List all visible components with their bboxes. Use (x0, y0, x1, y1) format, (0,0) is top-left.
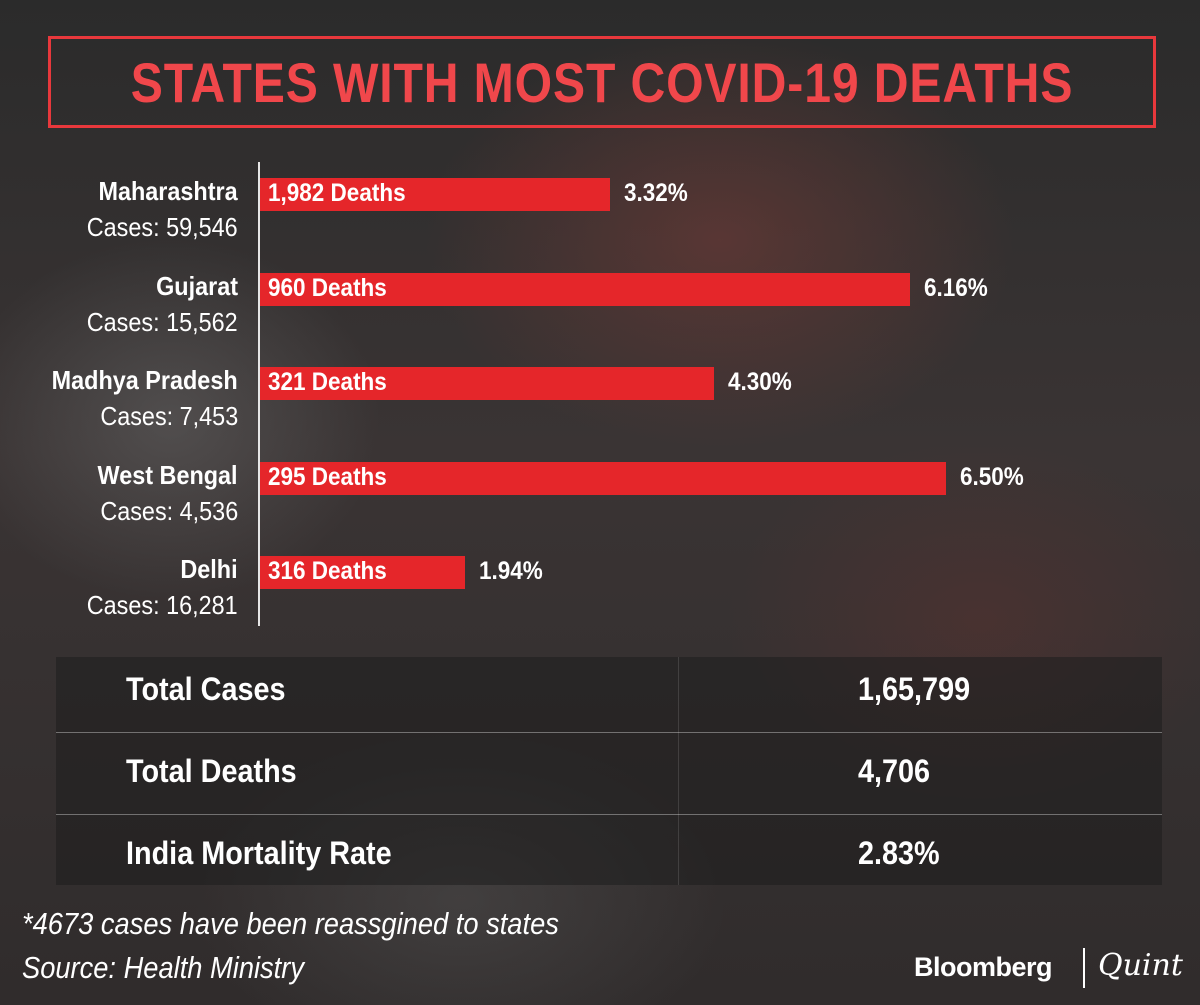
value-label: 1.94% (479, 557, 543, 585)
summary-row: India Mortality Rate 2.83% (56, 815, 1162, 885)
category-label: Madhya Pradesh (52, 365, 238, 395)
bar (260, 461, 946, 495)
chart-row: West Bengal Cases: 4,536 295 Deaths 6.50… (0, 456, 1200, 546)
category-label: West Bengal (97, 459, 238, 490)
bar-deaths-label: 295 Deaths (268, 462, 387, 491)
summary-row: Total Cases 1,65,799 (56, 657, 1162, 733)
summary-label: Total Cases (126, 671, 286, 707)
y-axis-line (258, 162, 260, 626)
value-label: 3.32% (624, 179, 688, 207)
summary-label: Total Deaths (126, 753, 297, 789)
cases-label: Cases: 59,546 (87, 212, 238, 242)
category-label: Delhi (180, 554, 238, 584)
summary-value: 4,706 (858, 753, 931, 789)
cases-label: Cases: 16,281 (87, 590, 238, 620)
table-column-divider (678, 657, 679, 885)
value-label: 6.50% (960, 462, 1024, 491)
value-label: 4.30% (728, 368, 792, 396)
logo-separator (1083, 948, 1085, 988)
chart-row: Delhi Cases: 16,281 316 Deaths 1.94% (0, 550, 1200, 640)
quint-logo: Quint (1098, 948, 1183, 983)
bar (260, 272, 910, 306)
title-box: STATES WITH MOST COVID-19 DEATHS (48, 36, 1156, 128)
summary-label: India Mortality Rate (126, 835, 392, 871)
bar-deaths-label: 316 Deaths (268, 557, 387, 585)
summary-table (56, 657, 1162, 885)
summary-row: Total Deaths 4,706 (56, 733, 1162, 815)
cases-label: Cases: 15,562 (87, 306, 238, 337)
bar (260, 367, 714, 400)
summary-value: 1,65,799 (858, 671, 971, 707)
bar-deaths-label: 1,982 Deaths (268, 179, 406, 207)
chart-row: Maharashtra Cases: 59,546 1,982 Deaths 3… (0, 172, 1200, 262)
category-label: Maharashtra (98, 176, 238, 206)
chart-row: Gujarat Cases: 15,562 960 Deaths 6.16% (0, 267, 1200, 357)
category-label: Gujarat (156, 270, 238, 301)
cases-label: Cases: 4,536 (100, 495, 238, 526)
source-note: Source: Health Ministry (22, 950, 304, 985)
cases-label: Cases: 7,453 (100, 401, 238, 431)
summary-value: 2.83% (858, 835, 940, 871)
bar (260, 556, 465, 589)
bar-deaths-label: 960 Deaths (268, 273, 387, 302)
bar-chart: Maharashtra Cases: 59,546 1,982 Deaths 3… (0, 162, 1200, 640)
bloomberg-logo: Bloomberg (914, 952, 1053, 982)
chart-row: Madhya Pradesh Cases: 7,453 321 Deaths 4… (0, 361, 1200, 451)
bar (260, 178, 610, 211)
bar-deaths-label: 321 Deaths (268, 368, 387, 396)
chart-title: STATES WITH MOST COVID-19 DEATHS (130, 50, 1074, 114)
footnote: *4673 cases have been reassgined to stat… (22, 906, 559, 941)
value-label: 6.16% (924, 273, 988, 302)
